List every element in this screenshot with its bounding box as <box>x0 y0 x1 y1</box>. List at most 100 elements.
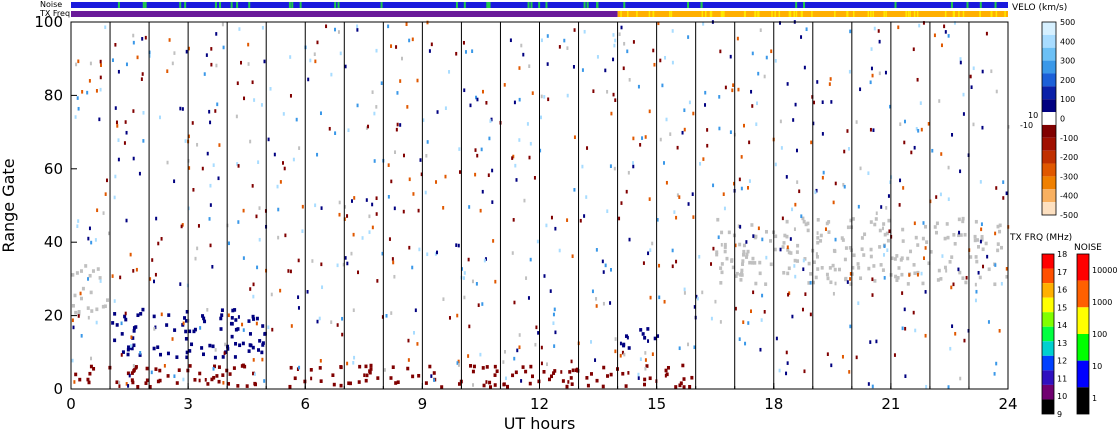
echo-cell <box>187 206 190 211</box>
echo-cell <box>208 343 212 348</box>
echo-cell <box>518 333 521 337</box>
echo-cell <box>127 345 131 350</box>
echo-cell <box>132 109 135 113</box>
echo-cell <box>717 235 720 240</box>
echo-cell <box>595 378 599 383</box>
echo-cell <box>512 218 515 222</box>
echo-cell <box>581 164 584 169</box>
echo-cell <box>252 358 255 362</box>
echo-cell <box>783 233 787 238</box>
echo-cell <box>141 307 145 312</box>
echo-cell <box>878 71 881 76</box>
echo-cell <box>791 314 794 319</box>
echo-cell <box>260 350 264 355</box>
echo-cell <box>458 147 461 151</box>
echo-cell <box>148 54 151 58</box>
echo-cell <box>959 57 962 61</box>
echo-cell <box>653 336 657 341</box>
echo-cell <box>528 64 531 69</box>
echo-cell <box>716 217 720 222</box>
echo-cell <box>975 289 978 294</box>
echo-cell <box>812 121 815 126</box>
echo-cell <box>774 59 777 63</box>
noise-mark <box>894 2 897 8</box>
echo-cell <box>368 214 371 219</box>
echo-cell <box>795 250 799 254</box>
echo-cell <box>95 320 98 325</box>
txfreq-mark <box>669 11 671 17</box>
echo-cell <box>503 83 506 87</box>
echo-cell <box>931 148 934 153</box>
echo-cell <box>754 281 758 286</box>
echo-cell <box>751 104 754 108</box>
echo-cell <box>380 81 383 85</box>
echo-cell <box>462 40 465 45</box>
echo-cell <box>793 264 796 268</box>
echo-cell <box>236 327 240 331</box>
echo-cell <box>238 27 241 31</box>
echo-cell <box>830 100 833 104</box>
echo-cell <box>822 170 825 175</box>
echo-cell <box>586 146 589 150</box>
velocity-colorbar-cell <box>1042 73 1056 87</box>
noise-mark <box>530 2 533 8</box>
echo-cell <box>487 173 490 178</box>
echo-cell <box>151 258 154 262</box>
txfreq-mark <box>754 11 756 17</box>
echo-cell <box>219 316 223 321</box>
echo-cell <box>614 349 617 354</box>
echo-cell <box>882 253 885 257</box>
echo-cell <box>623 352 626 357</box>
echo-cell <box>87 277 90 281</box>
echo-cell <box>809 312 812 317</box>
echo-cell <box>962 92 965 97</box>
txfreq-colorbar-cell <box>1042 297 1054 313</box>
echo-cell <box>375 212 378 216</box>
echo-cell <box>371 225 374 230</box>
echo-cell <box>566 218 569 222</box>
echo-cell <box>994 231 997 236</box>
txfreq-mark <box>1004 11 1006 17</box>
echo-cell <box>363 373 366 378</box>
echo-cell <box>658 295 661 300</box>
echo-cell <box>725 256 729 261</box>
echo-cell <box>570 382 574 386</box>
echo-cell <box>885 231 889 236</box>
txfreq-colorbar-cell <box>1042 268 1054 284</box>
echo-cell <box>753 235 757 240</box>
echo-cell <box>807 281 811 285</box>
echo-cell <box>297 258 300 263</box>
echo-cell <box>794 202 797 207</box>
echo-cell <box>920 271 923 276</box>
echo-cell <box>236 384 240 388</box>
echo-cell <box>183 316 187 320</box>
echo-cell <box>221 22 224 27</box>
echo-cell <box>925 240 929 244</box>
echo-cell <box>474 148 477 152</box>
echo-cell <box>171 337 174 341</box>
noise-mark <box>795 2 798 8</box>
echo-cell <box>786 245 789 250</box>
txfreq-mark <box>710 11 713 17</box>
echo-cell <box>692 111 695 116</box>
echo-cell <box>993 282 997 287</box>
echo-cell <box>647 339 650 343</box>
echo-cell <box>130 371 134 375</box>
echo-cell <box>435 180 438 184</box>
echo-cell <box>723 249 727 254</box>
echo-cell <box>875 339 878 344</box>
echo-cell <box>972 66 975 71</box>
txfreq-colorbar-cell <box>1042 283 1054 298</box>
echo-cell <box>796 180 799 184</box>
echo-cell <box>980 234 984 239</box>
echo-cell <box>520 379 523 383</box>
echo-cell <box>745 240 748 244</box>
echo-cell <box>511 156 514 160</box>
echo-cell <box>104 25 107 30</box>
echo-cell <box>719 49 722 54</box>
velocity-colorbar-cell <box>1042 34 1056 48</box>
echo-cell <box>550 374 554 379</box>
echo-cell <box>531 374 535 379</box>
echo-cell <box>723 245 727 249</box>
echo-cell <box>737 87 740 92</box>
